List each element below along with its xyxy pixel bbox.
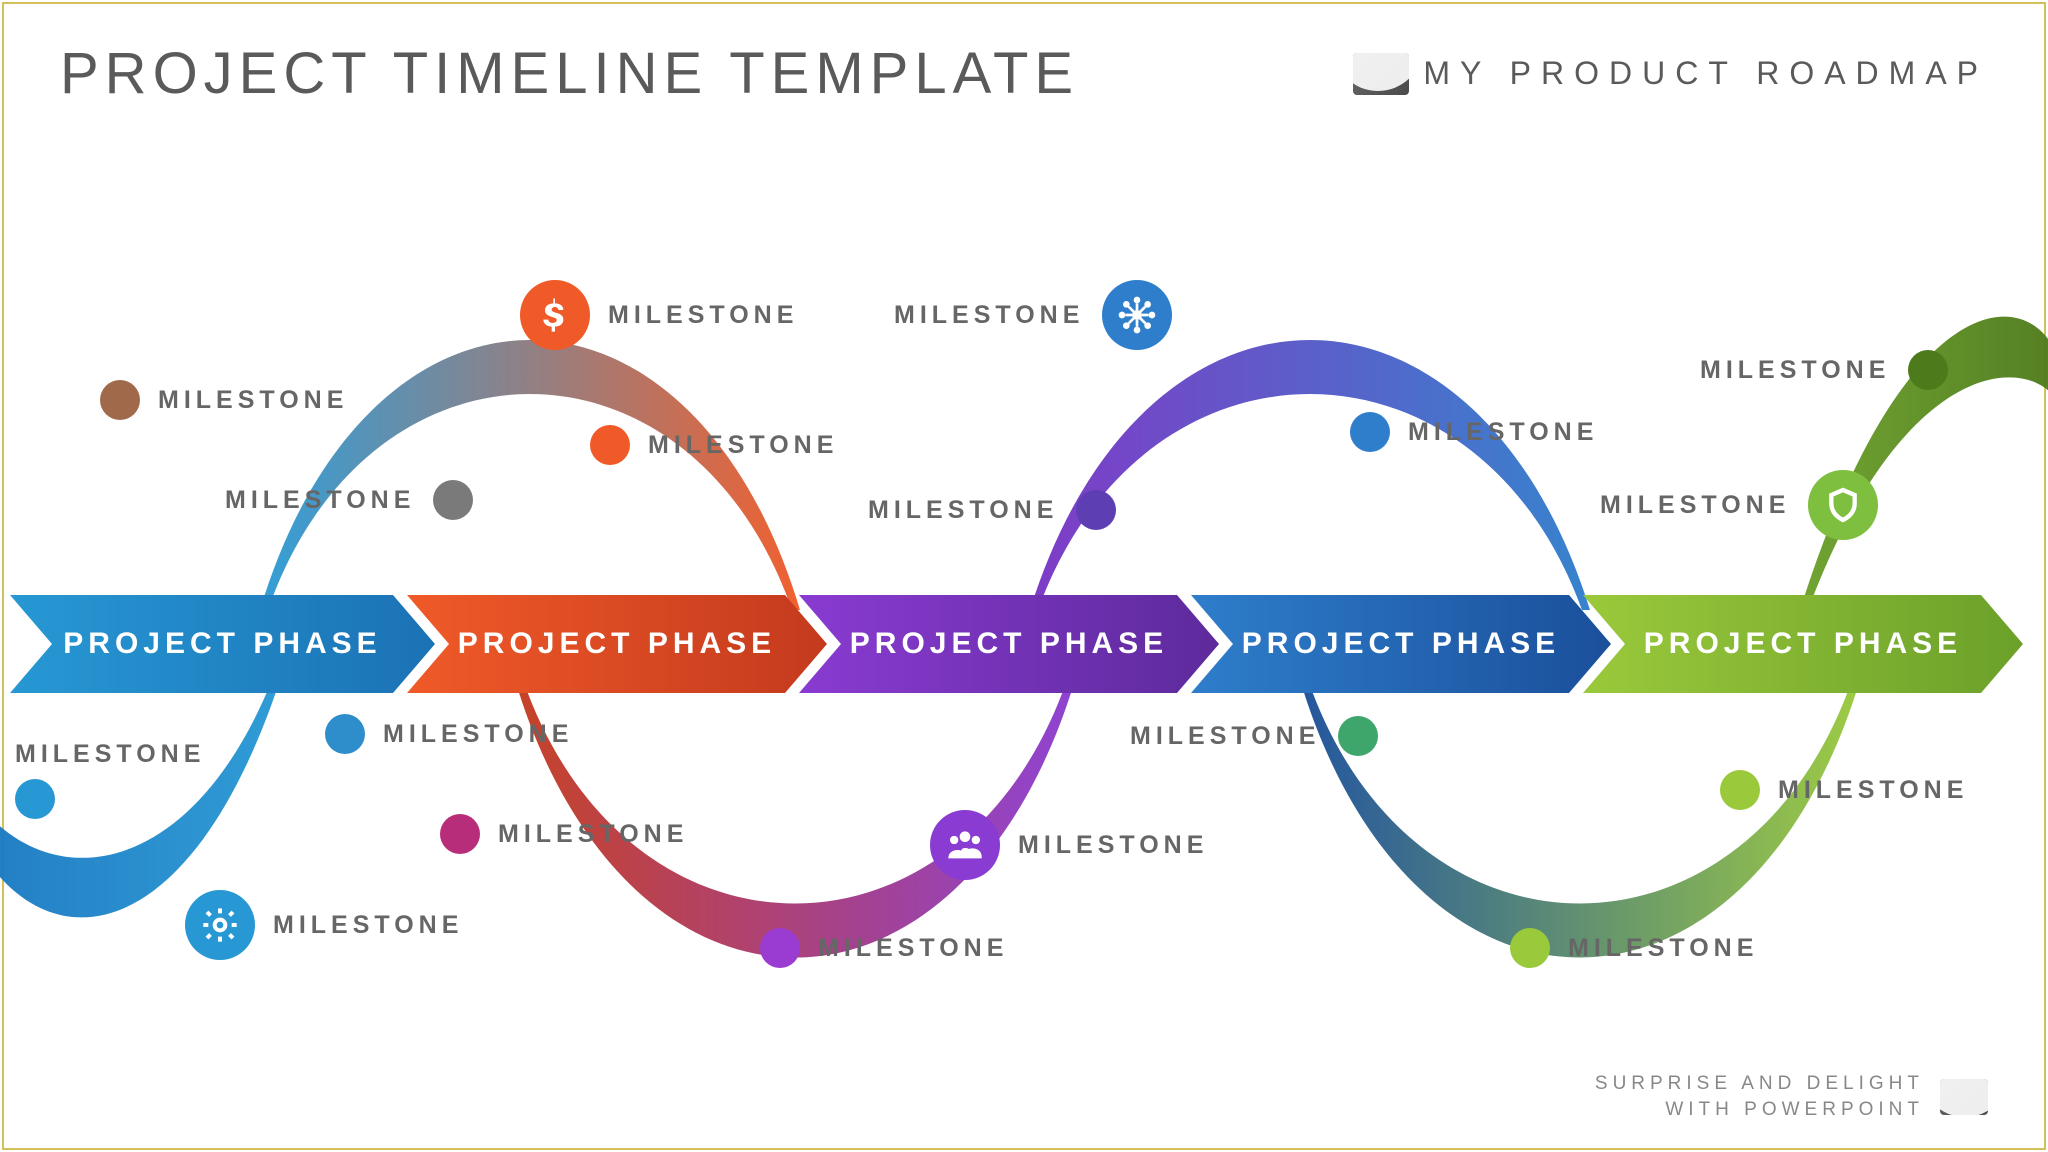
milestone-label: MILESTONE — [498, 820, 688, 849]
header: PROJECT TIMELINE TEMPLATE MY PRODUCT ROA… — [60, 40, 1988, 107]
milestone-label: MILESTONE — [1600, 491, 1790, 520]
phase-label: PROJECT PHASE — [850, 627, 1168, 661]
brand-icon — [1353, 53, 1409, 95]
milestone-label: MILESTONE — [648, 431, 838, 460]
milestone: MILESTONE — [15, 740, 205, 819]
footer: SURPRISE AND DELIGHT WITH POWERPOINT — [1595, 1071, 1988, 1124]
milestone-label: MILESTONE — [868, 496, 1058, 525]
milestone: MILESTONE — [590, 425, 838, 465]
milestone: MILESTONE — [1600, 470, 1878, 540]
brand: MY PRODUCT ROADMAP — [1353, 53, 1988, 95]
footer-line-1: SURPRISE AND DELIGHT — [1595, 1071, 1924, 1098]
phase-arrow: PROJECT PHASE — [1583, 595, 2023, 693]
milestone: MILESTONE — [894, 280, 1172, 350]
milestone: MILESTONE — [1130, 716, 1378, 756]
milestone-dot — [760, 928, 800, 968]
milestone: MILESTONE — [1350, 412, 1598, 452]
milestone-label: MILESTONE — [1778, 776, 1968, 805]
milestone: MILESTONE — [325, 714, 573, 754]
footer-line-2: WITH POWERPOINT — [1595, 1097, 1924, 1124]
milestone: MILESTONE — [100, 380, 348, 420]
phase-arrow: PROJECT PHASE — [799, 595, 1219, 693]
gear-icon — [185, 890, 255, 960]
milestone-dot — [440, 814, 480, 854]
phase-arrow: PROJECT PHASE — [10, 595, 435, 693]
phase-label: PROJECT PHASE — [1242, 627, 1560, 661]
wave-ribbon — [1300, 680, 1860, 1050]
milestone: MILESTONE — [225, 480, 473, 520]
footer-text: SURPRISE AND DELIGHT WITH POWERPOINT — [1595, 1071, 1924, 1124]
milestone-dot — [590, 425, 630, 465]
footer-brand-icon — [1940, 1079, 1988, 1115]
milestone: MILESTONE — [1700, 350, 1948, 390]
milestone: MILESTONE — [760, 928, 1008, 968]
milestone-dot — [1076, 490, 1116, 530]
milestone-dot — [100, 380, 140, 420]
milestone-dot — [1510, 928, 1550, 968]
brand-text: MY PRODUCT ROADMAP — [1423, 55, 1988, 92]
milestone-dot — [15, 779, 55, 819]
milestone: MILESTONE — [930, 810, 1208, 880]
dollar-icon — [520, 280, 590, 350]
milestone-dot — [1338, 716, 1378, 756]
phase-arrow: PROJECT PHASE — [407, 595, 827, 693]
timeline-stage: PROJECT PHASE PROJECT PHASE PROJECT PHAS… — [0, 150, 2048, 1062]
milestone: MILESTONE — [1510, 928, 1758, 968]
milestone-label: MILESTONE — [15, 740, 205, 769]
milestone-dot — [325, 714, 365, 754]
milestone-label: MILESTONE — [608, 301, 798, 330]
milestone: MILESTONE — [185, 890, 463, 960]
milestone-dot — [1350, 412, 1390, 452]
milestone-dot — [1908, 350, 1948, 390]
phase-label: PROJECT PHASE — [63, 627, 381, 661]
milestone: MILESTONE — [1720, 770, 1968, 810]
milestone-label: MILESTONE — [1408, 418, 1598, 447]
milestone: MILESTONE — [520, 280, 798, 350]
phase-label: PROJECT PHASE — [1644, 627, 1962, 661]
phase-label: PROJECT PHASE — [458, 627, 776, 661]
hub-icon — [1102, 280, 1172, 350]
milestone-label: MILESTONE — [158, 386, 348, 415]
milestone-dot — [433, 480, 473, 520]
people-icon — [930, 810, 1000, 880]
milestone-label: MILESTONE — [1568, 934, 1758, 963]
milestone: MILESTONE — [440, 814, 688, 854]
milestone-label: MILESTONE — [383, 720, 573, 749]
wave-ribbon — [1800, 280, 2048, 610]
milestone-dot — [1720, 770, 1760, 810]
milestone-label: MILESTONE — [1130, 722, 1320, 751]
milestone-label: MILESTONE — [225, 486, 415, 515]
shield-icon — [1808, 470, 1878, 540]
milestone-label: MILESTONE — [894, 301, 1084, 330]
milestone-label: MILESTONE — [1018, 831, 1208, 860]
phase-arrow: PROJECT PHASE — [1191, 595, 1611, 693]
milestone-label: MILESTONE — [818, 934, 1008, 963]
milestone-label: MILESTONE — [1700, 356, 1890, 385]
milestone-label: MILESTONE — [273, 911, 463, 940]
milestone: MILESTONE — [868, 490, 1116, 530]
page-title: PROJECT TIMELINE TEMPLATE — [60, 40, 1079, 107]
